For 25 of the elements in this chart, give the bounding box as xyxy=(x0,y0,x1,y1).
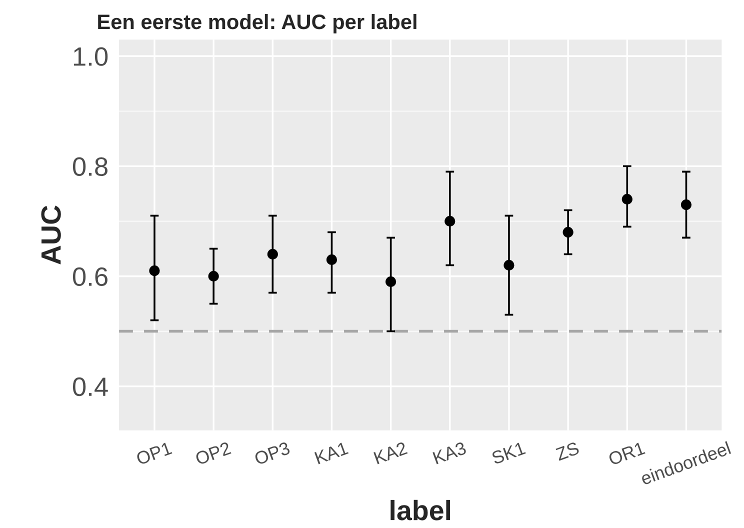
point xyxy=(622,194,632,204)
point xyxy=(562,226,574,238)
y-tick-label: 1.0 xyxy=(74,47,108,66)
x-tick-label: KA2 xyxy=(373,441,408,464)
point xyxy=(267,248,278,260)
point xyxy=(504,260,514,271)
point xyxy=(444,216,456,227)
x-tick-label: OP2 xyxy=(194,441,232,466)
y-tick-label: 0.6 xyxy=(72,267,108,286)
x-tick-label: SK1 xyxy=(491,441,526,465)
x-tick-label: ZS xyxy=(555,441,580,461)
chart-title: Een eerste model: AUC per label xyxy=(98,14,416,34)
x-tick-label: KA3 xyxy=(432,441,467,464)
x-tick-label: OP1 xyxy=(136,441,172,466)
x-tick-label: KA1 xyxy=(314,442,349,464)
point xyxy=(208,270,219,282)
y-axis-title: AUC xyxy=(41,206,61,264)
y-tick-label: 0.8 xyxy=(72,157,108,176)
point xyxy=(326,254,338,266)
point xyxy=(149,265,160,276)
y-tick-label: 0.4 xyxy=(72,377,108,396)
x-tick-label: OP3 xyxy=(254,441,291,466)
point xyxy=(680,199,692,210)
point xyxy=(386,276,396,288)
x-axis-title: label xyxy=(390,500,450,520)
